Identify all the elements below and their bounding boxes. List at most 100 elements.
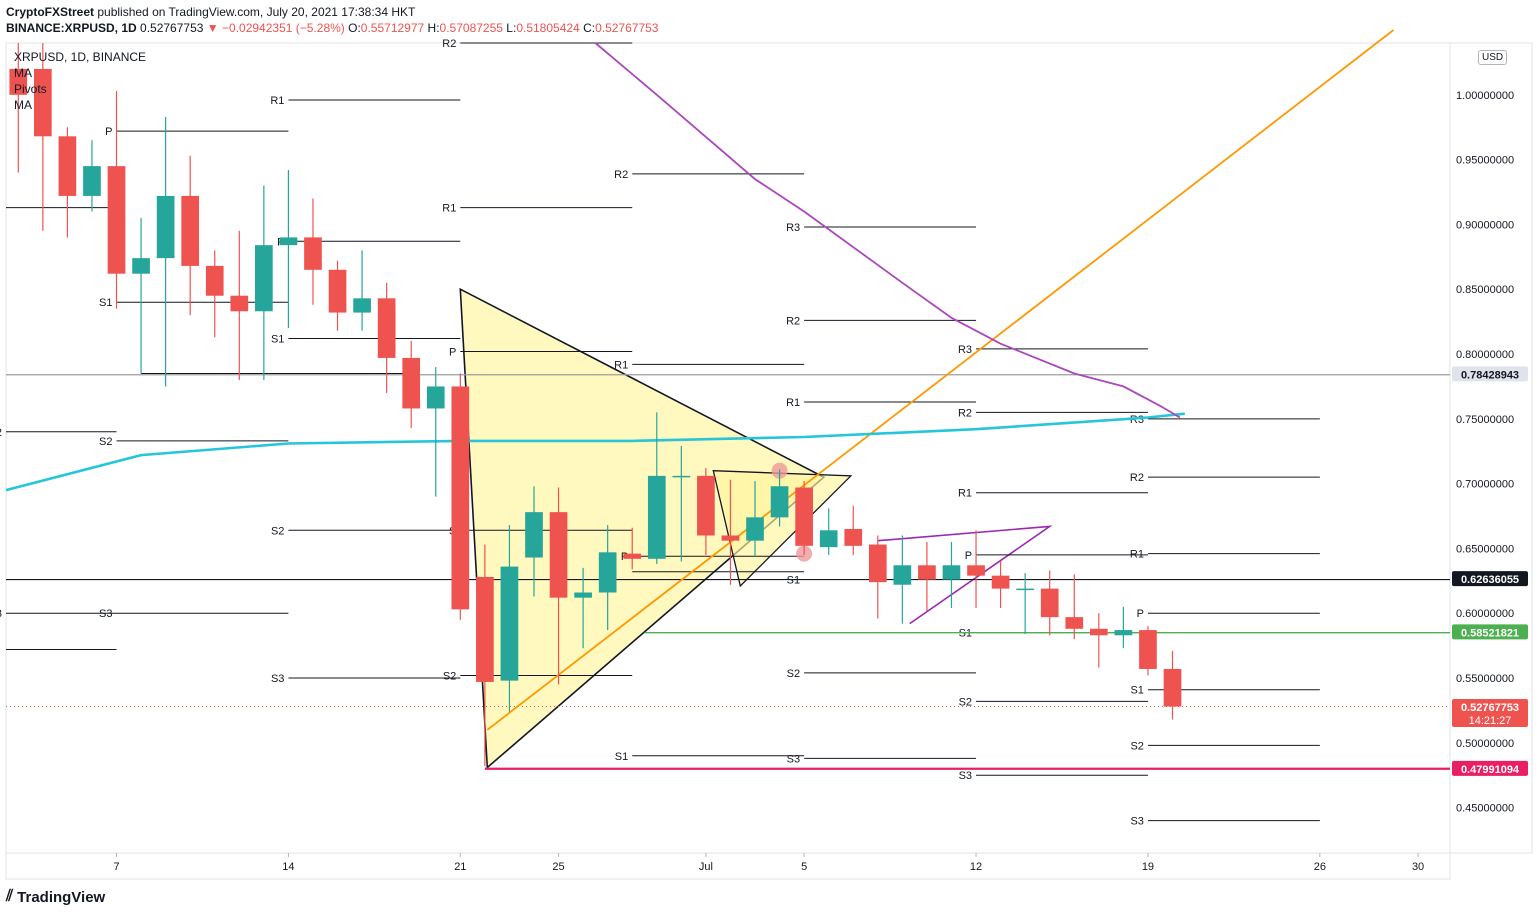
x-tick-label: 26 [1314,861,1326,873]
candle-body [33,68,52,137]
pivot-label: R1 [442,203,456,215]
legend-ma-1[interactable]: MA [14,66,32,80]
candle-body [672,475,691,478]
candle-body [525,512,543,558]
price-tag-label: 0.62636055 [1461,574,1519,586]
x-tick-label: 30 [1412,861,1424,873]
pivot-label: S3 [787,753,800,765]
price-tag-label: 0.58521821 [1461,627,1519,639]
y-tick-label: 0.55000000 [1456,673,1514,685]
pivot-label: R1 [1130,549,1144,561]
price-change: −0.02942351 (−5.28%) [222,21,345,35]
pivot-label: R2 [442,38,456,50]
last-price: 0.52767753 [140,21,204,35]
candle-body [328,269,347,313]
candle-body [598,552,617,593]
pivot-label: S1 [615,751,628,763]
y-tick-label: 1.00000000 [1456,90,1514,102]
pivot-label: R1 [614,359,628,371]
price-tag-countdown: 14:21:27 [1469,715,1512,727]
pivot-label: R2 [1130,472,1144,484]
y-tick-label: 0.45000000 [1456,803,1514,815]
candle-body [1016,588,1034,591]
pivot-label: S2 [1130,740,1143,752]
price-tag-label: 0.78428943 [1461,369,1519,381]
pivot-label: R3 [786,222,800,234]
candle-body [918,565,936,580]
price-tag [1452,571,1528,587]
pivot-label: R1 [958,488,972,500]
pivot-label: R3 [958,344,972,356]
price-tag [1452,760,1528,776]
pivot-label: R2 [958,407,972,419]
x-tick-label: 21 [454,861,466,873]
candle-body [107,166,126,274]
pivot-label: S2 [959,696,972,708]
x-tick-label: 25 [552,861,564,873]
price-tag-label: 0.52767753 [1461,702,1519,714]
candle-body [549,512,568,598]
price-tag [1452,698,1528,727]
tradingview-logo[interactable]: ⫽ TradingView [6,888,105,906]
x-tick-label: 19 [1142,861,1154,873]
price-tag [1452,624,1528,640]
x-tick-label: 5 [801,861,807,873]
wedge-pattern [877,525,1053,625]
currency-badge[interactable]: USD [1478,50,1508,65]
symbol-line: BINANCE:XRPUSD, 1D [6,21,137,35]
candle-body [746,517,764,541]
candle-body [1065,617,1084,629]
price-tag [1452,366,1528,382]
triangle-pattern-large [459,287,826,770]
pivot-label: P [1137,608,1144,620]
pivot-label: S2 [443,670,456,682]
candle-body [132,258,150,274]
pivot-label: S1 [1130,685,1143,697]
x-tick-label: 12 [970,861,982,873]
candle-body [230,295,249,312]
candle-body [1163,668,1182,707]
price-tag-label: 0.47991094 [1461,764,1520,776]
candle-body [377,298,396,358]
candle-body [721,535,740,541]
legend-ma-2[interactable]: MA [14,98,32,112]
legend-pivots[interactable]: Pivots [14,82,47,96]
candle-body [9,68,28,95]
low-value: 0.51805424 [516,21,580,35]
y-tick-label: 0.50000000 [1456,738,1514,750]
pivot-label: R1 [270,95,284,107]
pivot-label: P [449,346,456,358]
moving-average-purple [594,42,1181,419]
candle-body [1139,630,1157,669]
candle-body [819,530,838,548]
candle-body [181,195,200,266]
pivot-label: S1 [99,297,112,309]
pivot-label: S3 [271,673,284,685]
trendline-orange [486,29,1395,731]
candle-body [279,237,298,246]
pivot-label: S1 [959,628,972,640]
publisher-line: CryptoFXStreet published on TradingView.… [6,5,415,19]
candle-body [156,195,175,259]
pivot-label: S2 [0,427,2,439]
candle-body [1114,630,1133,636]
close-label: C: [583,21,596,35]
y-tick-label: 0.60000000 [1456,608,1514,620]
candle-body [942,565,961,580]
candle-body [1040,588,1059,618]
high-value: 0.57087255 [439,21,503,35]
y-tick-label: 0.65000000 [1456,543,1514,555]
candle-body [991,575,1010,589]
y-tick-label: 0.80000000 [1456,349,1514,361]
pivot-label: S3 [959,770,972,782]
candle-body [770,486,789,518]
candle-body [967,565,985,576]
y-tick-label: 0.75000000 [1456,414,1514,426]
pivot-label: P [965,550,972,562]
candle-body [574,592,592,598]
candle-body [255,245,273,312]
candle-body [402,357,421,409]
pivot-label: R2 [786,315,800,327]
candle-body [58,136,77,196]
